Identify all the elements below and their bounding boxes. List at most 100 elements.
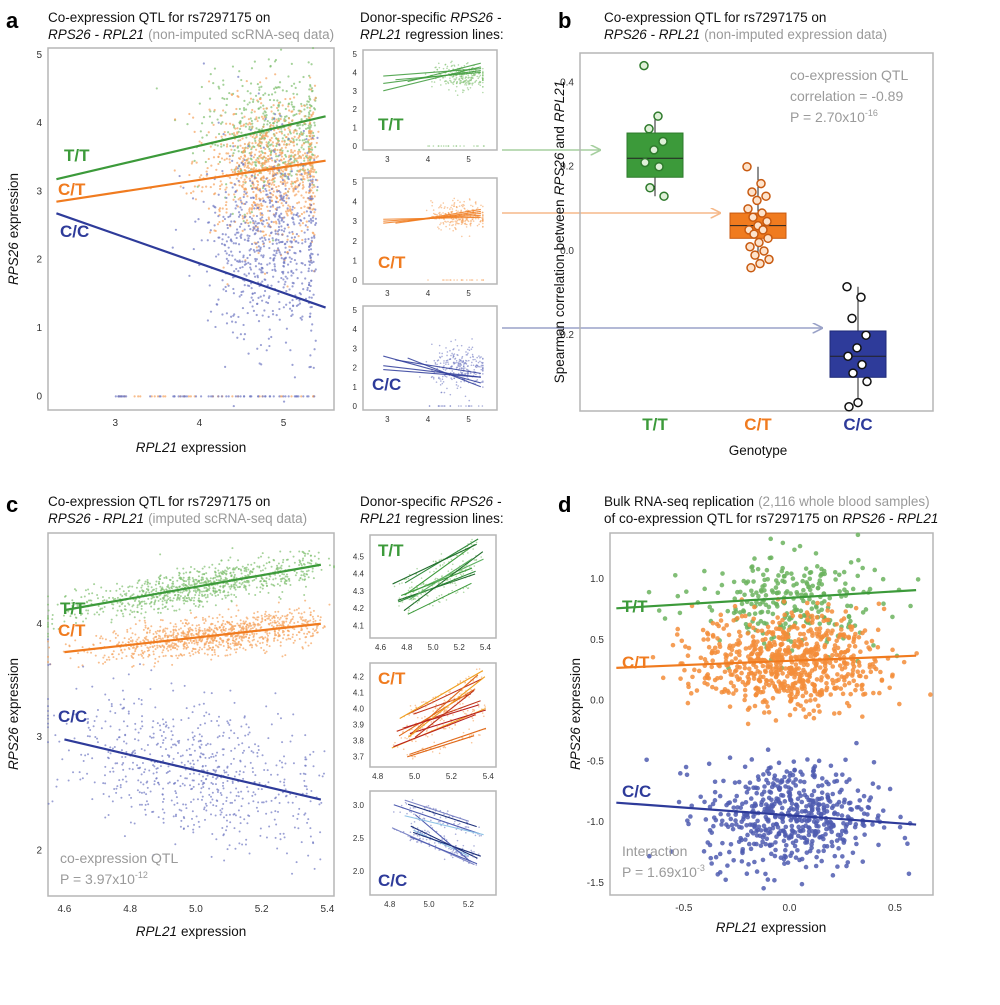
data-point: [285, 146, 287, 148]
data-point: [310, 611, 312, 613]
data-point: [445, 347, 447, 349]
data-point: [464, 65, 466, 67]
data-point: [116, 614, 118, 616]
data-point: [309, 151, 311, 153]
data-point: [454, 79, 456, 81]
data-point: [288, 197, 290, 199]
data-point: [443, 68, 445, 70]
data-point: [453, 83, 455, 85]
data-point: [121, 652, 123, 654]
data-point: [204, 618, 206, 620]
data-point: [252, 622, 254, 624]
data-point: [195, 605, 197, 607]
data-point: [205, 161, 207, 163]
data-point: [282, 559, 284, 561]
data-point: [482, 386, 484, 388]
data-point: [301, 144, 303, 146]
data-point: [282, 183, 284, 185]
data-point: [118, 653, 120, 655]
data-point: [473, 220, 475, 222]
data-point: [268, 94, 270, 96]
data-point: [433, 360, 435, 362]
data-point: [450, 377, 452, 379]
data-point: [281, 155, 283, 157]
data-point: [301, 629, 303, 631]
data-point: [209, 98, 211, 100]
data-point: [480, 369, 482, 371]
data-point: [268, 297, 270, 299]
data-point: [469, 79, 471, 81]
data-point: [141, 608, 143, 610]
data-point: [137, 395, 139, 397]
data-point: [165, 588, 167, 590]
data-point: [268, 183, 270, 185]
y-tick-label: 1: [353, 383, 358, 392]
data-point: [117, 597, 119, 599]
data-point: [211, 654, 213, 656]
data-point: [311, 270, 313, 272]
data-point: [262, 569, 264, 571]
data-point: [279, 618, 281, 620]
data-point: [293, 252, 295, 254]
data-point: [280, 173, 282, 175]
data-point: [203, 622, 205, 624]
data-point: [303, 211, 305, 213]
data-point: [274, 73, 276, 75]
data-point: [299, 561, 301, 563]
data-point: [139, 641, 141, 643]
data-point: [301, 105, 303, 107]
data-point: [257, 640, 259, 642]
data-point: [454, 227, 456, 229]
data-point: [195, 198, 197, 200]
data-point: [157, 660, 159, 662]
data-point: [115, 633, 117, 635]
data-point: [269, 196, 271, 198]
data-point: [258, 107, 260, 109]
data-point: [57, 604, 59, 606]
data-point: [253, 562, 255, 564]
data-point: [314, 270, 316, 272]
data-point: [278, 301, 280, 303]
data-point: [293, 144, 295, 146]
data-point: [451, 353, 453, 355]
data-point: [440, 222, 442, 224]
category-label: C/T: [744, 415, 772, 434]
data-point: [251, 297, 253, 299]
data-point: [760, 247, 768, 255]
data-point: [478, 223, 480, 225]
data-point: [468, 360, 470, 362]
data-point: [305, 191, 307, 193]
data-point: [230, 623, 232, 625]
data-point: [201, 190, 203, 192]
data-point: [272, 584, 274, 586]
data-point: [267, 635, 269, 637]
data-point: [117, 610, 119, 612]
data-point: [124, 637, 126, 639]
data-point: [270, 336, 272, 338]
data-point: [186, 600, 188, 602]
data-point: [317, 131, 319, 133]
data-point: [254, 276, 256, 278]
data-point: [238, 624, 240, 626]
data-point: [119, 588, 121, 590]
data-point: [233, 292, 235, 294]
data-point: [196, 625, 198, 627]
data-point: [186, 590, 188, 592]
data-point: [213, 630, 215, 632]
data-point: [185, 642, 187, 644]
data-point: [295, 214, 297, 216]
data-point: [284, 183, 286, 185]
data-point: [449, 405, 451, 407]
data-point: [302, 181, 304, 183]
data-point: [222, 79, 224, 81]
data-point: [200, 142, 202, 144]
data-point: [438, 207, 440, 209]
data-point: [201, 137, 203, 139]
data-point: [239, 168, 241, 170]
data-point: [138, 579, 140, 581]
data-point: [444, 221, 446, 223]
data-point: [272, 258, 274, 260]
data-point: [456, 221, 458, 223]
data-point: [433, 378, 435, 380]
data-point: [438, 405, 440, 407]
